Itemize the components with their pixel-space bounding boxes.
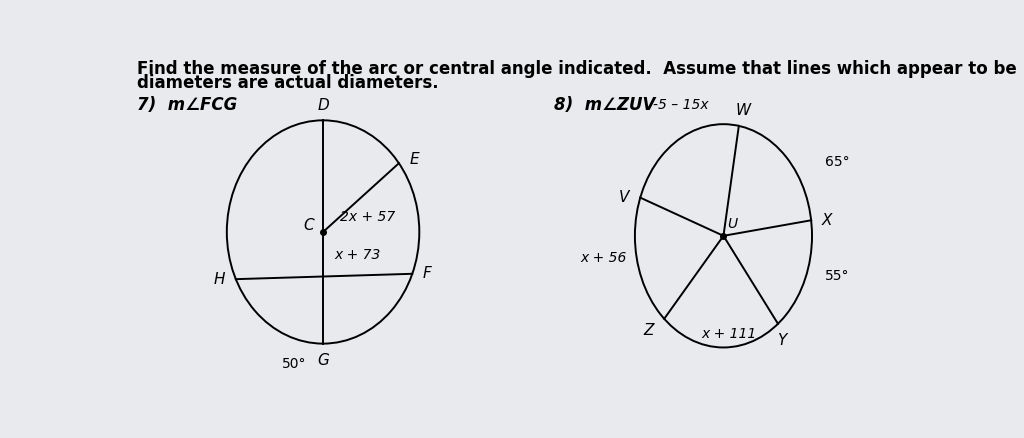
Text: 7)  m∠FCG: 7) m∠FCG bbox=[137, 95, 237, 114]
Text: x + 56: x + 56 bbox=[580, 251, 627, 265]
Text: -5 – 15x: -5 – 15x bbox=[653, 98, 709, 112]
Text: x + 73: x + 73 bbox=[335, 248, 381, 262]
Text: D: D bbox=[317, 98, 329, 113]
Text: C: C bbox=[303, 218, 313, 233]
Text: W: W bbox=[735, 103, 751, 118]
Text: E: E bbox=[410, 152, 419, 167]
Text: 2x + 57: 2x + 57 bbox=[340, 209, 395, 223]
Text: Find the measure of the arc or central angle indicated.  Assume that lines which: Find the measure of the arc or central a… bbox=[137, 60, 1017, 78]
Text: diameters are actual diameters.: diameters are actual diameters. bbox=[137, 74, 438, 92]
Text: Z: Z bbox=[643, 323, 653, 338]
Text: 50°: 50° bbox=[282, 357, 306, 371]
Text: G: G bbox=[317, 353, 329, 368]
Text: V: V bbox=[620, 190, 630, 205]
Text: 55°: 55° bbox=[825, 269, 850, 283]
Text: H: H bbox=[214, 272, 225, 286]
Text: F: F bbox=[423, 266, 432, 281]
Text: Y: Y bbox=[777, 333, 786, 348]
Text: 65°: 65° bbox=[825, 155, 850, 169]
Text: x + 111: x + 111 bbox=[701, 328, 757, 342]
Text: X: X bbox=[822, 213, 833, 228]
Text: 8)  m∠ZUV: 8) m∠ZUV bbox=[554, 95, 655, 114]
Text: U: U bbox=[727, 217, 737, 231]
